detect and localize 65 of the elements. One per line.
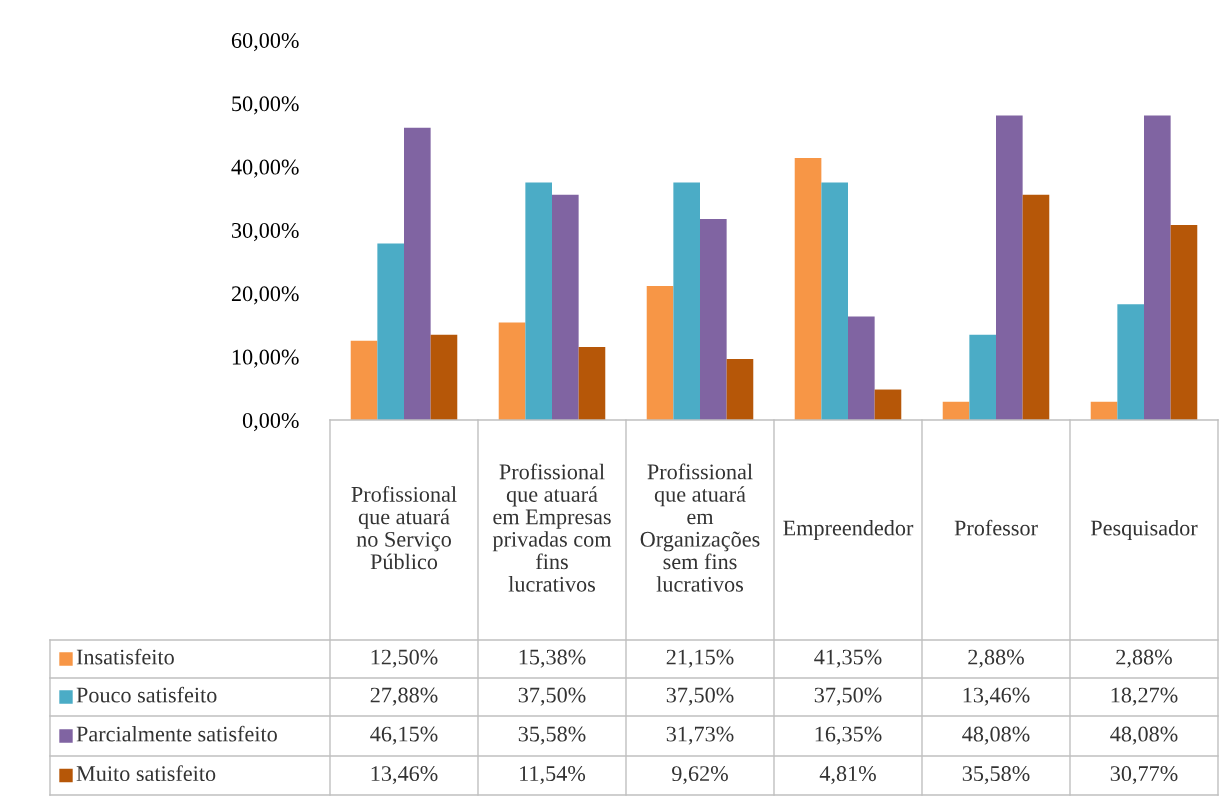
data-label: 11,54% xyxy=(520,766,586,785)
bar xyxy=(673,182,700,420)
bar xyxy=(552,194,579,420)
data-label: 37,50% xyxy=(666,687,734,706)
data-label: 46,15% xyxy=(370,726,438,745)
bar xyxy=(525,182,552,420)
bar xyxy=(646,286,674,420)
data-label: 35,58% xyxy=(518,726,586,745)
data-label: 16,35% xyxy=(815,726,882,745)
bar xyxy=(700,219,727,420)
data-label: 15,38% xyxy=(519,649,586,668)
data-label: 48,08% xyxy=(962,726,1030,745)
bar xyxy=(821,182,848,420)
data-label: 31,73% xyxy=(666,726,734,745)
data-label: 37,50% xyxy=(518,687,586,706)
x-tick-label: Profissional que atuará em Empresas privadas com fins lucrativos xyxy=(492,463,612,592)
bar xyxy=(404,127,431,420)
data-label: 9,62% xyxy=(672,766,728,785)
data-label: 41,35% xyxy=(814,649,882,668)
data-label: 13,46% xyxy=(371,766,438,785)
legend-label: Muito satisfeito xyxy=(76,765,216,782)
y-tick-label: 50,00% xyxy=(232,96,299,115)
x-tick-label: Profissional que atuará em Organizações sem fins lucrativos xyxy=(640,463,760,592)
bar xyxy=(942,401,970,420)
data-label: 18,27% xyxy=(1111,687,1178,706)
bar xyxy=(377,243,404,420)
y-tick-label: 20,00% xyxy=(231,286,299,305)
bar xyxy=(996,115,1023,420)
bar xyxy=(498,322,526,420)
data-label: 4,81% xyxy=(819,766,876,785)
x-tick-label: Pesquisador xyxy=(1090,519,1198,541)
y-tick-label: 60,00% xyxy=(231,32,299,52)
data-label: 12,50% xyxy=(371,649,438,668)
data-label: 21,15% xyxy=(666,649,734,668)
data-label: 2,88% xyxy=(1116,649,1172,668)
y-tick-label: 10,00% xyxy=(232,349,299,368)
bar xyxy=(874,389,902,420)
data-label: 30,77% xyxy=(1110,766,1178,785)
x-tick-label: Profissional que atuará no Serviço Público xyxy=(351,485,457,570)
bar xyxy=(1170,225,1198,420)
legend-label: Insatisfeito xyxy=(76,648,174,665)
y-tick-label: 30,00% xyxy=(232,222,299,242)
data-label: 27,88% xyxy=(370,687,438,706)
bar xyxy=(578,346,606,420)
bar xyxy=(1022,194,1050,420)
bar xyxy=(848,316,875,420)
x-tick-label: Empreendedor xyxy=(783,519,914,541)
data-label: 37,50% xyxy=(814,687,882,706)
bar xyxy=(726,359,754,420)
bar xyxy=(794,158,822,420)
data-label: 35,58% xyxy=(962,766,1030,785)
data-label: 48,08% xyxy=(1110,726,1178,745)
bar xyxy=(1117,304,1144,420)
bar xyxy=(969,334,996,420)
bar xyxy=(1090,401,1118,420)
bar xyxy=(350,340,378,420)
y-tick-label: 0,00% xyxy=(242,412,299,432)
legend-label: Pouco satisfeito xyxy=(76,686,217,703)
bar xyxy=(1144,115,1171,420)
x-tick-label: Professor xyxy=(954,519,1038,536)
bar xyxy=(430,334,458,420)
data-label: 13,46% xyxy=(963,687,1030,706)
legend-label: Parcialmente satisfeito xyxy=(76,725,277,742)
y-tick-label: 40,00% xyxy=(231,159,299,178)
data-label: 2,88% xyxy=(968,649,1024,668)
